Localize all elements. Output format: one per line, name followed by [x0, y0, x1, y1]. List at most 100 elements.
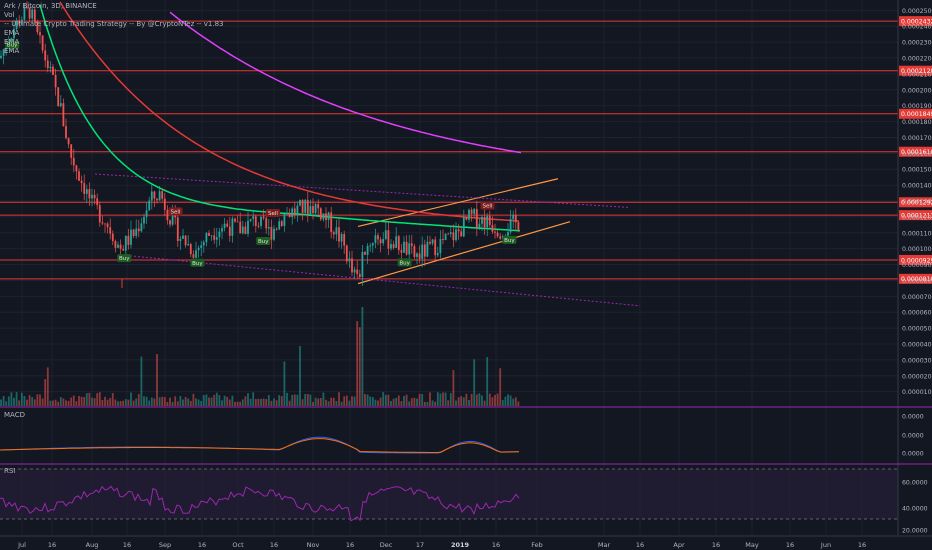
candle-body [395, 236, 398, 248]
volume-bar [202, 395, 205, 406]
candle-body [405, 241, 408, 255]
volume-bar [130, 392, 132, 406]
volume-bar [98, 392, 101, 406]
volume-bar [507, 394, 509, 406]
volume-bar [150, 397, 153, 406]
volume-bar [330, 397, 333, 406]
level-price-tag [899, 254, 932, 265]
volume-bar [93, 398, 96, 406]
candle-body [117, 244, 119, 248]
candle-body [267, 226, 270, 229]
candle-body [158, 191, 161, 201]
time-tick-label: 16 [123, 541, 131, 549]
candle-body [195, 250, 197, 258]
volume-bar [478, 393, 481, 406]
candle-body [371, 242, 374, 246]
sell-signal-badge [480, 201, 495, 210]
candle-body [325, 213, 327, 220]
volume-bar [221, 400, 223, 406]
time-tick-label: Jul [17, 541, 26, 549]
volume-bar [39, 394, 41, 406]
volume-bar [426, 401, 429, 406]
candle-body [93, 194, 96, 199]
candle-body [283, 214, 286, 226]
symbol-title[interactable]: Ark / Bitcoin, 3D, BINANCE [4, 2, 97, 10]
candle-body [208, 233, 210, 236]
rsi-pane: 60.0000 40.0000 20.0000 [0, 468, 928, 535]
macd-pane-label[interactable]: MACD [4, 411, 25, 419]
chart-legend: Ark / Bitcoin, 3D, BINANCE Vol -- Ultima… [4, 2, 224, 56]
candle-body [345, 245, 348, 262]
volume-bar [2, 396, 5, 406]
candle-body [67, 138, 70, 145]
time-axis: Jul 16 Aug 16 Sep 16 Oct 16 Nov 16 Dec 17 2019 16 Feb M… [17, 541, 866, 549]
candle-body [156, 198, 158, 201]
ema-indicator-label[interactable]: EMA [4, 47, 20, 55]
volume-bar [20, 392, 23, 406]
volume-bar [434, 401, 437, 406]
volume-bar [5, 401, 8, 406]
level-price-label: 0.0000810 [901, 276, 932, 283]
volume-bar [301, 399, 304, 406]
rsi-pane-label[interactable]: RSI [4, 467, 16, 475]
macd-tick-label: 0.0000 [902, 451, 924, 458]
candle-body [210, 235, 213, 237]
ema-fast-line [39, 4, 521, 232]
candle-body [322, 213, 325, 220]
candle-body [265, 218, 268, 229]
candle-body [327, 212, 330, 220]
volume-bar [252, 392, 255, 406]
time-tick-label: 16 [346, 541, 354, 549]
candle-body [260, 216, 262, 226]
candle-body [442, 238, 444, 241]
candle-body [244, 226, 247, 234]
volume-bar [33, 399, 36, 406]
volume-bar [205, 394, 208, 406]
candle-body [234, 218, 236, 222]
volume-bar [405, 394, 408, 406]
ema-indicator-label[interactable]: EMA [4, 38, 20, 46]
candle-body [54, 74, 57, 88]
volume-bar [96, 393, 99, 406]
candle-body [182, 235, 184, 239]
strategy-indicator-label[interactable]: -- Ultimate Crypto Trading Strategy -- B… [4, 20, 224, 28]
candle-body [496, 232, 499, 237]
volume-bar [114, 399, 117, 406]
candle-body [23, 7, 26, 20]
volume-bar [483, 400, 486, 406]
volume-bar [491, 397, 494, 406]
buy-signal-badge [5, 40, 20, 49]
time-tick-label: Mar [598, 541, 611, 549]
candle-body [20, 19, 23, 25]
candle-body [452, 232, 455, 241]
volume-bar [335, 401, 338, 406]
candle-body [338, 227, 340, 242]
volume-bar [260, 398, 262, 406]
volume-bar [418, 393, 421, 406]
candle-body [226, 223, 229, 227]
candle-body [374, 235, 377, 243]
volume-bar [517, 401, 520, 406]
volume-bar [460, 396, 463, 406]
volume-bar [13, 397, 15, 406]
volume-bar [179, 396, 182, 406]
volume-bar [442, 392, 444, 406]
ema-indicator-label[interactable]: EMA [4, 29, 20, 37]
candle-body [291, 208, 294, 218]
candle-body [301, 199, 304, 213]
volume-bar [351, 396, 353, 406]
descending-channel-top [94, 173, 629, 208]
candles [0, 1, 520, 286]
candle-body [239, 221, 242, 234]
volume-indicator-label[interactable]: Vol [4, 11, 15, 19]
candle-body [91, 194, 93, 199]
volume-bar [109, 398, 112, 406]
macd-tick-label: 0.0000 [902, 433, 924, 440]
volume-bar [283, 361, 286, 406]
time-tick-label: Feb [531, 541, 543, 549]
sell-signal-badge [168, 207, 183, 216]
